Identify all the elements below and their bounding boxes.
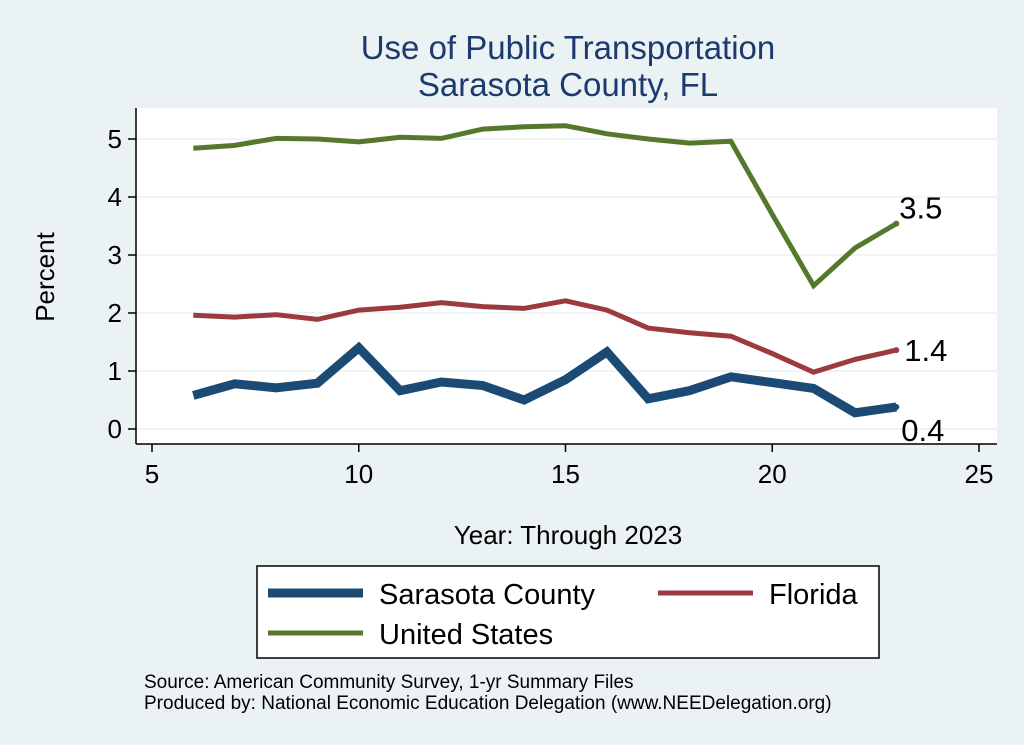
x-tick-label: 5 [145, 459, 159, 489]
y-tick-label: 1 [108, 356, 122, 386]
producer-note: Produced by: National Economic Education… [144, 693, 832, 714]
end-value-label: 1.4 [904, 333, 947, 368]
series-line-united-states [193, 123, 898, 290]
series-line-florida [193, 298, 897, 375]
y-tick-label: 4 [108, 182, 122, 212]
y-tick-label: 2 [108, 298, 122, 328]
x-tick-label: 20 [758, 459, 787, 489]
y-axis-label: Percent [30, 231, 60, 321]
x-axis-label: Year: Through 2023 [454, 520, 682, 550]
series-lines [192, 123, 900, 418]
end-value-label: 3.5 [899, 191, 942, 226]
source-notes: Source: American Community Survey, 1-yr … [144, 672, 832, 714]
legend: Sarasota County Florida United States [256, 565, 880, 659]
legend-label: Florida [769, 579, 859, 611]
legend-label: Sarasota County [379, 579, 596, 611]
x-tick-label: 25 [965, 459, 994, 489]
end-point [893, 347, 900, 354]
y-tick-label: 3 [108, 240, 122, 270]
x-tick-label: 15 [551, 459, 580, 489]
y-tick-label: 0 [108, 414, 122, 444]
y-tick-label: 5 [108, 124, 122, 154]
chart-title: Use of Public Transportation [361, 29, 776, 66]
series-line-sarasota-county [192, 341, 897, 418]
source-note: Source: American Community Survey, 1-yr … [144, 672, 634, 693]
x-tick-label: 10 [344, 459, 373, 489]
chart-subtitle: Sarasota County, FL [418, 66, 718, 103]
legend-box [256, 565, 880, 659]
end-value-label: 0.4 [901, 413, 944, 448]
end-point [893, 403, 900, 410]
plot-area [136, 108, 997, 444]
legend-label: United States [379, 619, 553, 651]
end-point [893, 220, 900, 227]
